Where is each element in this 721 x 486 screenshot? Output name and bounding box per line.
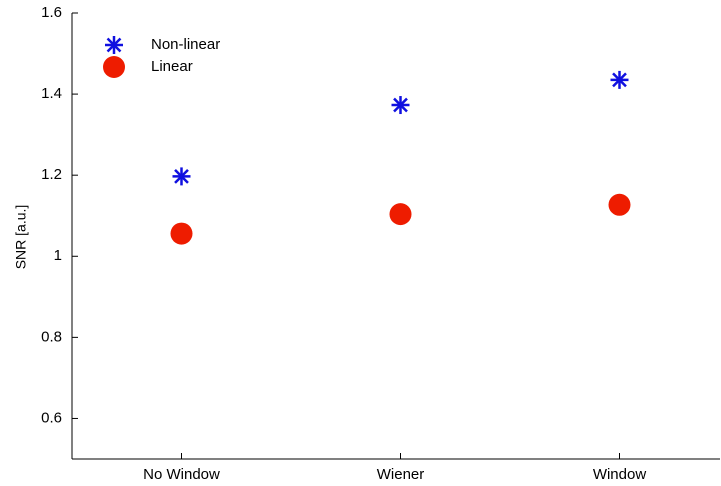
y-tick-label: 1.4 bbox=[41, 85, 62, 102]
point bbox=[608, 193, 631, 216]
marker-stroke bbox=[106, 37, 122, 53]
legend-marker bbox=[105, 36, 123, 54]
marker-stroke bbox=[174, 169, 189, 184]
legend-label: Linear bbox=[151, 58, 193, 75]
point bbox=[389, 203, 412, 226]
y-tick-label: 0.6 bbox=[41, 409, 62, 426]
legend-label: Non-linear bbox=[151, 36, 220, 53]
point bbox=[170, 222, 193, 245]
x-tick-label: No Window bbox=[143, 466, 220, 483]
marker-stroke bbox=[393, 97, 408, 113]
point bbox=[610, 70, 629, 89]
y-axis-label: SNR [a.u.] bbox=[13, 205, 29, 270]
legend-marker bbox=[103, 56, 125, 78]
y-tick-label: 0.8 bbox=[41, 328, 62, 345]
y-tick-label: 1.2 bbox=[41, 166, 62, 183]
y-tick-label: 1.6 bbox=[41, 4, 62, 21]
y-tick-label: 1 bbox=[54, 247, 62, 264]
marker-stroke bbox=[612, 72, 627, 88]
x-tick-label: Window bbox=[593, 466, 647, 483]
point bbox=[391, 96, 410, 115]
x-tick-label: Wiener bbox=[377, 466, 425, 483]
point bbox=[172, 167, 191, 186]
